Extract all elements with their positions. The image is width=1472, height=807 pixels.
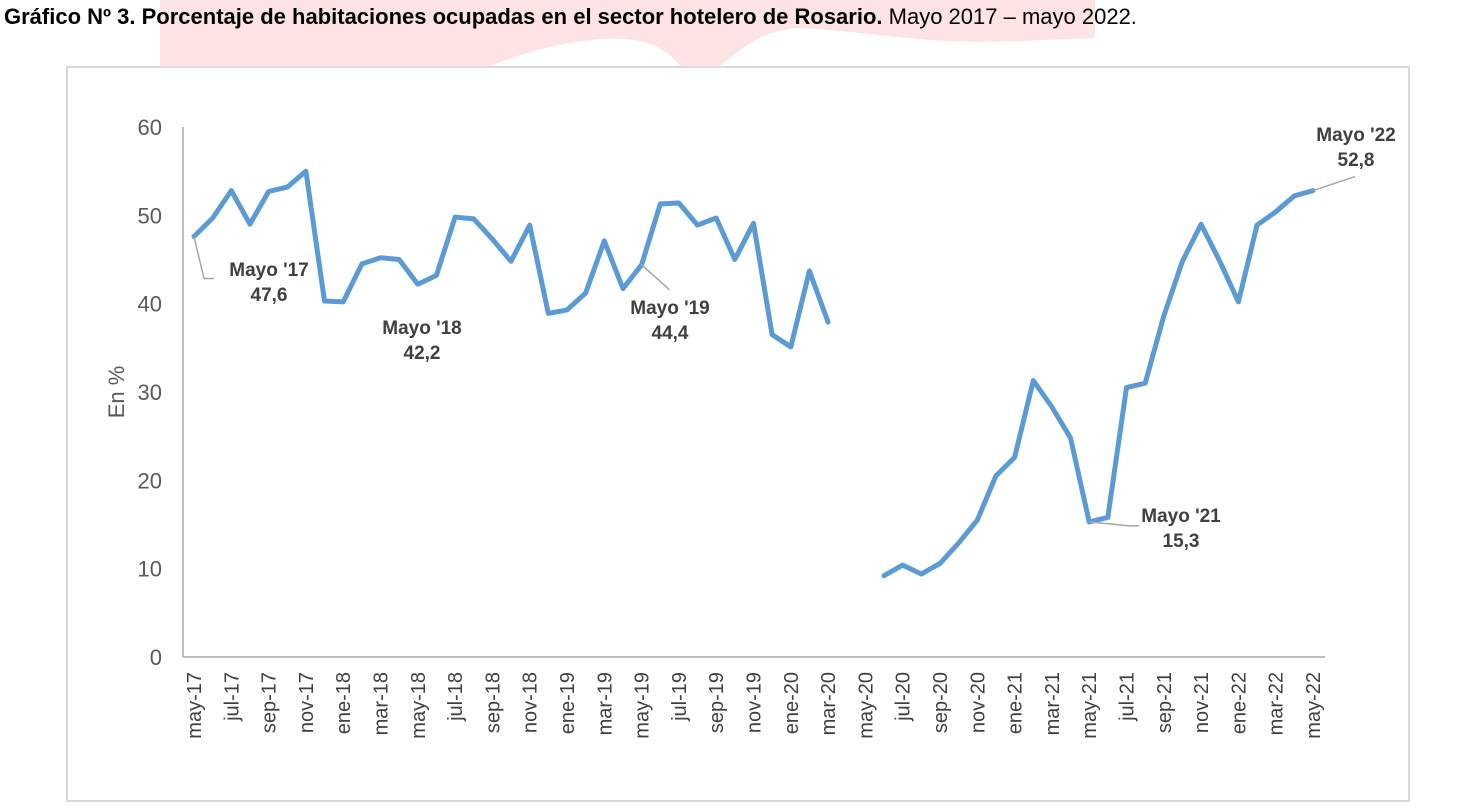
x-tick-label: ene-22 bbox=[1228, 672, 1250, 734]
x-tick-label: may-21 bbox=[1079, 672, 1101, 739]
annotation-value: 42,2 bbox=[404, 343, 441, 364]
annotation-value: 15,3 bbox=[1163, 531, 1200, 552]
chart-title: Gráfico Nº 3. Porcentaje de habitaciones… bbox=[4, 2, 1470, 32]
x-tick-label: nov-19 bbox=[744, 672, 766, 733]
x-tick-label: may-17 bbox=[184, 672, 206, 739]
x-tick-label: jul-20 bbox=[893, 672, 915, 722]
annotation-value: 52,8 bbox=[1338, 150, 1375, 171]
x-tick-label: sep-20 bbox=[930, 672, 952, 733]
x-tick-label: may-19 bbox=[632, 672, 654, 739]
x-tick-label: jul-19 bbox=[669, 672, 691, 722]
y-tick-label: 50 bbox=[138, 203, 162, 228]
x-tick-label: may-20 bbox=[855, 672, 877, 739]
x-tick-label: jul-21 bbox=[1117, 672, 1139, 722]
y-tick-label: 10 bbox=[138, 557, 162, 582]
x-tick-label: sep-17 bbox=[259, 672, 281, 733]
annotation-name: Mayo '19 bbox=[630, 298, 710, 319]
x-tick-label: sep-19 bbox=[706, 672, 728, 733]
x-tick-label: ene-18 bbox=[333, 672, 355, 734]
x-tick-label: sep-21 bbox=[1154, 672, 1176, 733]
x-tick-label: nov-18 bbox=[520, 672, 542, 733]
annotation-leader bbox=[1089, 521, 1140, 527]
annotation-leader bbox=[641, 264, 671, 291]
x-tick-label: sep-18 bbox=[482, 672, 504, 733]
annotation-name: Mayo '18 bbox=[382, 318, 462, 339]
x-tick-label: may-22 bbox=[1303, 672, 1325, 739]
x-tick-label: nov-21 bbox=[1191, 672, 1213, 733]
y-tick-label: 20 bbox=[138, 468, 162, 493]
y-tick-label: 40 bbox=[138, 292, 162, 317]
x-tick-label: ene-20 bbox=[781, 672, 803, 734]
chart-title-bold: Gráfico Nº 3. Porcentaje de habitaciones… bbox=[4, 4, 883, 29]
x-tick-label: ene-21 bbox=[1005, 672, 1027, 734]
x-tick-label: mar-22 bbox=[1266, 672, 1288, 735]
chart-frame bbox=[66, 66, 1410, 802]
x-tick-label: jul-18 bbox=[445, 672, 467, 722]
annotation-leader bbox=[193, 236, 214, 280]
series-line bbox=[881, 188, 1316, 579]
x-tick-label: nov-17 bbox=[296, 672, 318, 733]
x-tick-label: mar-19 bbox=[594, 672, 616, 735]
annotation-name: Mayo '17 bbox=[229, 260, 309, 281]
annotation-name: Mayo '22 bbox=[1316, 125, 1396, 146]
annotation-leader bbox=[1312, 175, 1356, 192]
x-tick-label: ene-19 bbox=[557, 672, 579, 734]
x-tick-label: may-18 bbox=[408, 672, 430, 739]
x-tick-label: mar-21 bbox=[1042, 672, 1064, 735]
annotation-value: 47,6 bbox=[251, 285, 288, 306]
x-tick-label: nov-20 bbox=[967, 672, 989, 733]
x-tick-label: jul-17 bbox=[221, 672, 243, 722]
x-tick-label: mar-20 bbox=[818, 672, 840, 735]
y-tick-label: 0 bbox=[150, 645, 162, 670]
x-tick-label: mar-18 bbox=[371, 672, 393, 735]
annotation-name: Mayo '21 bbox=[1141, 506, 1221, 527]
annotation-value: 44,4 bbox=[652, 323, 689, 344]
background-highlight bbox=[160, 0, 1095, 66]
y-axis-title: En % bbox=[104, 366, 129, 419]
chart-title-period: Mayo 2017 – mayo 2022. bbox=[882, 4, 1137, 29]
y-tick-label: 60 bbox=[138, 115, 162, 140]
y-tick-label: 30 bbox=[138, 380, 162, 405]
